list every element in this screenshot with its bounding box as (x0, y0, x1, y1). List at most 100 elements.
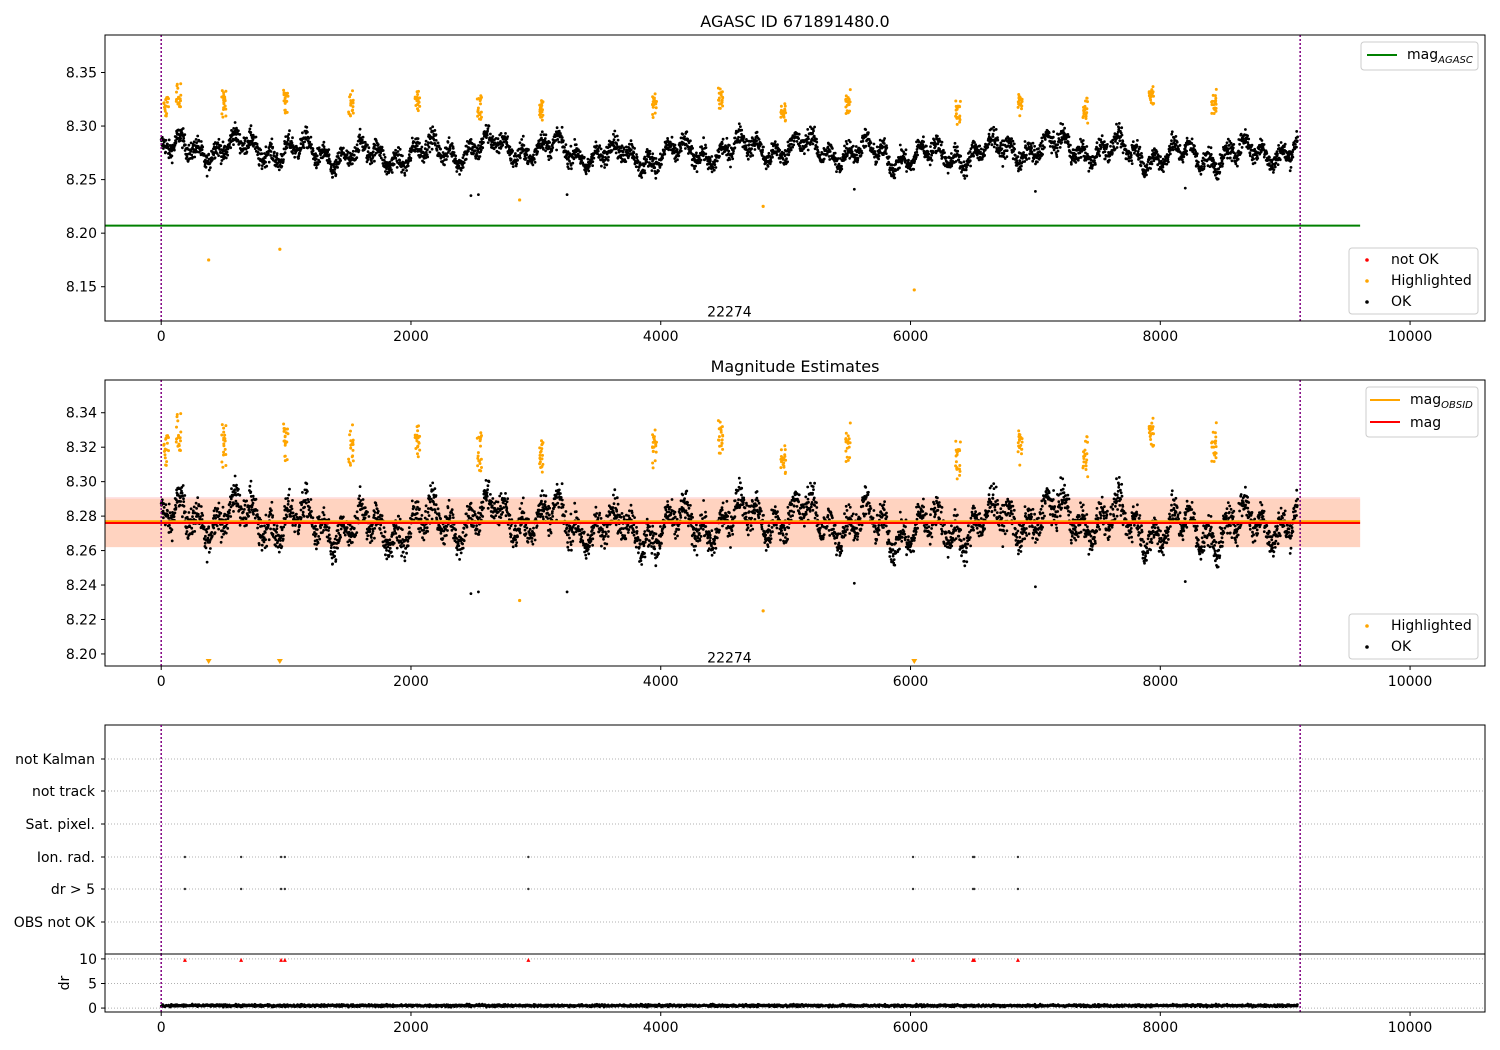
highlighted-points-1 (162, 82, 1218, 126)
y-tick-label-1-3: 8.30 (66, 119, 97, 135)
y-tick-label-4-0: 0 (88, 1001, 97, 1017)
highlighted-outlier-1-3 (761, 204, 765, 208)
flag-point-3-1 (239, 855, 243, 859)
magnitude-estimates-title: Magnitude Estimates (711, 357, 880, 376)
y-tick-label-2-1: 8.22 (66, 612, 97, 628)
legend-label-ok-2: OK (1391, 639, 1412, 655)
flag-point-3-4 (527, 855, 530, 859)
flag-point-4-8 (1016, 887, 1020, 891)
agasc-title: AGASC ID 671891480.0 (700, 12, 889, 31)
agasc-legend-bottom: not OK Highlighted OK (1348, 247, 1479, 315)
flag-label-3: Ion. rad. (37, 850, 95, 866)
flags-plot-content: not Kalman not track Sat. pixel. Ion. rad. d… (14, 725, 1485, 954)
dr-axis-label: dr (57, 975, 73, 990)
flag-point-3-0 (183, 855, 187, 859)
flag-point-4-3 (283, 887, 287, 891)
x-tick-label-2-10000: 10000 (1388, 674, 1433, 690)
dr-marker-8 (1015, 957, 1020, 962)
y-tick-label-2-5: 8.30 (66, 475, 97, 491)
legend-label-highlighted: Highlighted (1391, 273, 1472, 289)
y-tick-label-4-1: 5 (88, 976, 97, 992)
y-tick-label-2-7: 8.34 (66, 406, 97, 422)
x-tick-label-1-2000: 2000 (393, 329, 429, 345)
dr-marker-4 (526, 957, 531, 962)
flags-panel: not Kalman not track Sat. pixel. Ion. rad. d… (14, 724, 1486, 955)
highlighted-points-2 (162, 412, 1218, 481)
flag-point-4-1 (239, 887, 243, 891)
ok-outlier-2-1 (477, 590, 480, 594)
dr-axes: 0 2000 4000 6000 8000 10000 0 5 10 (79, 952, 1432, 1036)
ok-outlier-2-3 (852, 581, 856, 585)
dr-panel: 0 2000 4000 6000 8000 10000 0 5 10 dr (57, 952, 1486, 1036)
x-tick-label-1-4000: 4000 (643, 329, 679, 345)
flag-point-4-0 (183, 887, 187, 891)
flag-label-1: not track (32, 784, 96, 800)
ok-outlier-1-4 (1034, 189, 1037, 193)
dr-marker-1 (239, 957, 244, 962)
agasc-annotation: 22274 (707, 304, 752, 320)
ok-outlier-1-1 (477, 193, 480, 197)
dr-plot-content (105, 954, 1485, 1012)
ok-outlier-2-0 (469, 592, 473, 596)
magnitude-plot-content (105, 380, 1361, 666)
dr-points (159, 1002, 1299, 1009)
flag-point-3-5 (911, 855, 915, 859)
down-marker-0 (205, 659, 212, 664)
flag-point-3-8 (1016, 855, 1020, 859)
x-tick-label-4-4000: 4000 (643, 1020, 679, 1036)
ok-outlier-2-2 (565, 590, 569, 594)
y-tick-label-4-2: 10 (79, 952, 97, 968)
x-tick-label-4-8000: 8000 (1142, 1020, 1178, 1036)
y-tick-label-2-0: 8.20 (66, 647, 97, 663)
dr-marker-7 (972, 957, 977, 962)
highlighted-outlier-2-2 (518, 598, 522, 603)
highlighted-outlier-1-1 (278, 247, 282, 251)
ok-outlier-1-5 (1183, 186, 1187, 190)
ok-outlier-1-3 (852, 187, 856, 191)
y-tick-label-1-4: 8.35 (66, 65, 97, 81)
flag-point-4-7 (973, 887, 976, 891)
dr-marker-0 (182, 957, 187, 962)
x-tick-label-2-0: 0 (157, 674, 166, 690)
flag-label-5: OBS not OK (14, 915, 96, 931)
highlighted-outlier-2-3 (761, 609, 765, 613)
x-tick-label-2-2000: 2000 (393, 674, 429, 690)
y-tick-label-1-2: 8.25 (66, 173, 97, 189)
ok-points-1 (159, 121, 1299, 181)
flag-point-4-4 (527, 887, 530, 891)
y-tick-label-2-2: 8.24 (66, 578, 97, 594)
highlighted-outlier-1-2 (518, 198, 522, 202)
x-tick-label-4-2000: 2000 (393, 1020, 429, 1036)
magnitude-legend-bottom: Highlighted OK (1348, 613, 1479, 660)
y-tick-label-2-3: 8.26 (66, 544, 97, 560)
magnitude-axes: 0 2000 4000 6000 8000 10000 8.20 8.22 8.24 8.26 8.… (66, 406, 1433, 690)
dr-marker-2 (279, 957, 284, 962)
legend-label-mag-obsid: magOBSID (1410, 392, 1473, 411)
flag-label-4: dr > 5 (51, 882, 95, 898)
flag-point-3-7 (973, 855, 976, 859)
x-tick-label-2-8000: 8000 (1142, 674, 1178, 690)
flag-label-0: not Kalman (15, 752, 95, 768)
ok-outlier-2-4 (1034, 585, 1037, 589)
magnitude-annotation: 22274 (707, 650, 752, 666)
flag-point-3-2 (279, 855, 283, 859)
agasc-legend-top: magAGASC (1360, 41, 1479, 71)
flag-point-3-3 (283, 855, 287, 859)
legend-label-ok: OK (1391, 294, 1412, 310)
y-tick-label-1-1: 8.20 (66, 226, 97, 242)
dr-marker-3 (282, 957, 287, 962)
magnitude-estimates-panel: Magnitude Estimates 0 2000 4000 6000 8000 100… (66, 357, 1486, 690)
x-tick-label-4-10000: 10000 (1388, 1020, 1433, 1036)
ok-outlier-1-2 (565, 193, 569, 197)
agasc-plot-content (105, 35, 1361, 321)
legend-label-mag-agasc: magAGASC (1407, 47, 1473, 66)
highlighted-outlier-1-0 (207, 258, 211, 262)
agasc-axes: 0 2000 4000 6000 8000 10000 8.15 8.20 8.25 8.30 8.… (66, 65, 1433, 345)
x-tick-label-4-6000: 6000 (893, 1020, 929, 1036)
y-tick-label-2-4: 8.28 (66, 509, 97, 525)
down-marker-2 (911, 659, 918, 664)
legend-label-mag: mag (1410, 415, 1441, 431)
y-tick-label-1-0: 8.15 (66, 280, 97, 296)
agasc-panel: AGASC ID 671891480.0 0 2000 4000 6000 8000 10… (66, 12, 1486, 345)
